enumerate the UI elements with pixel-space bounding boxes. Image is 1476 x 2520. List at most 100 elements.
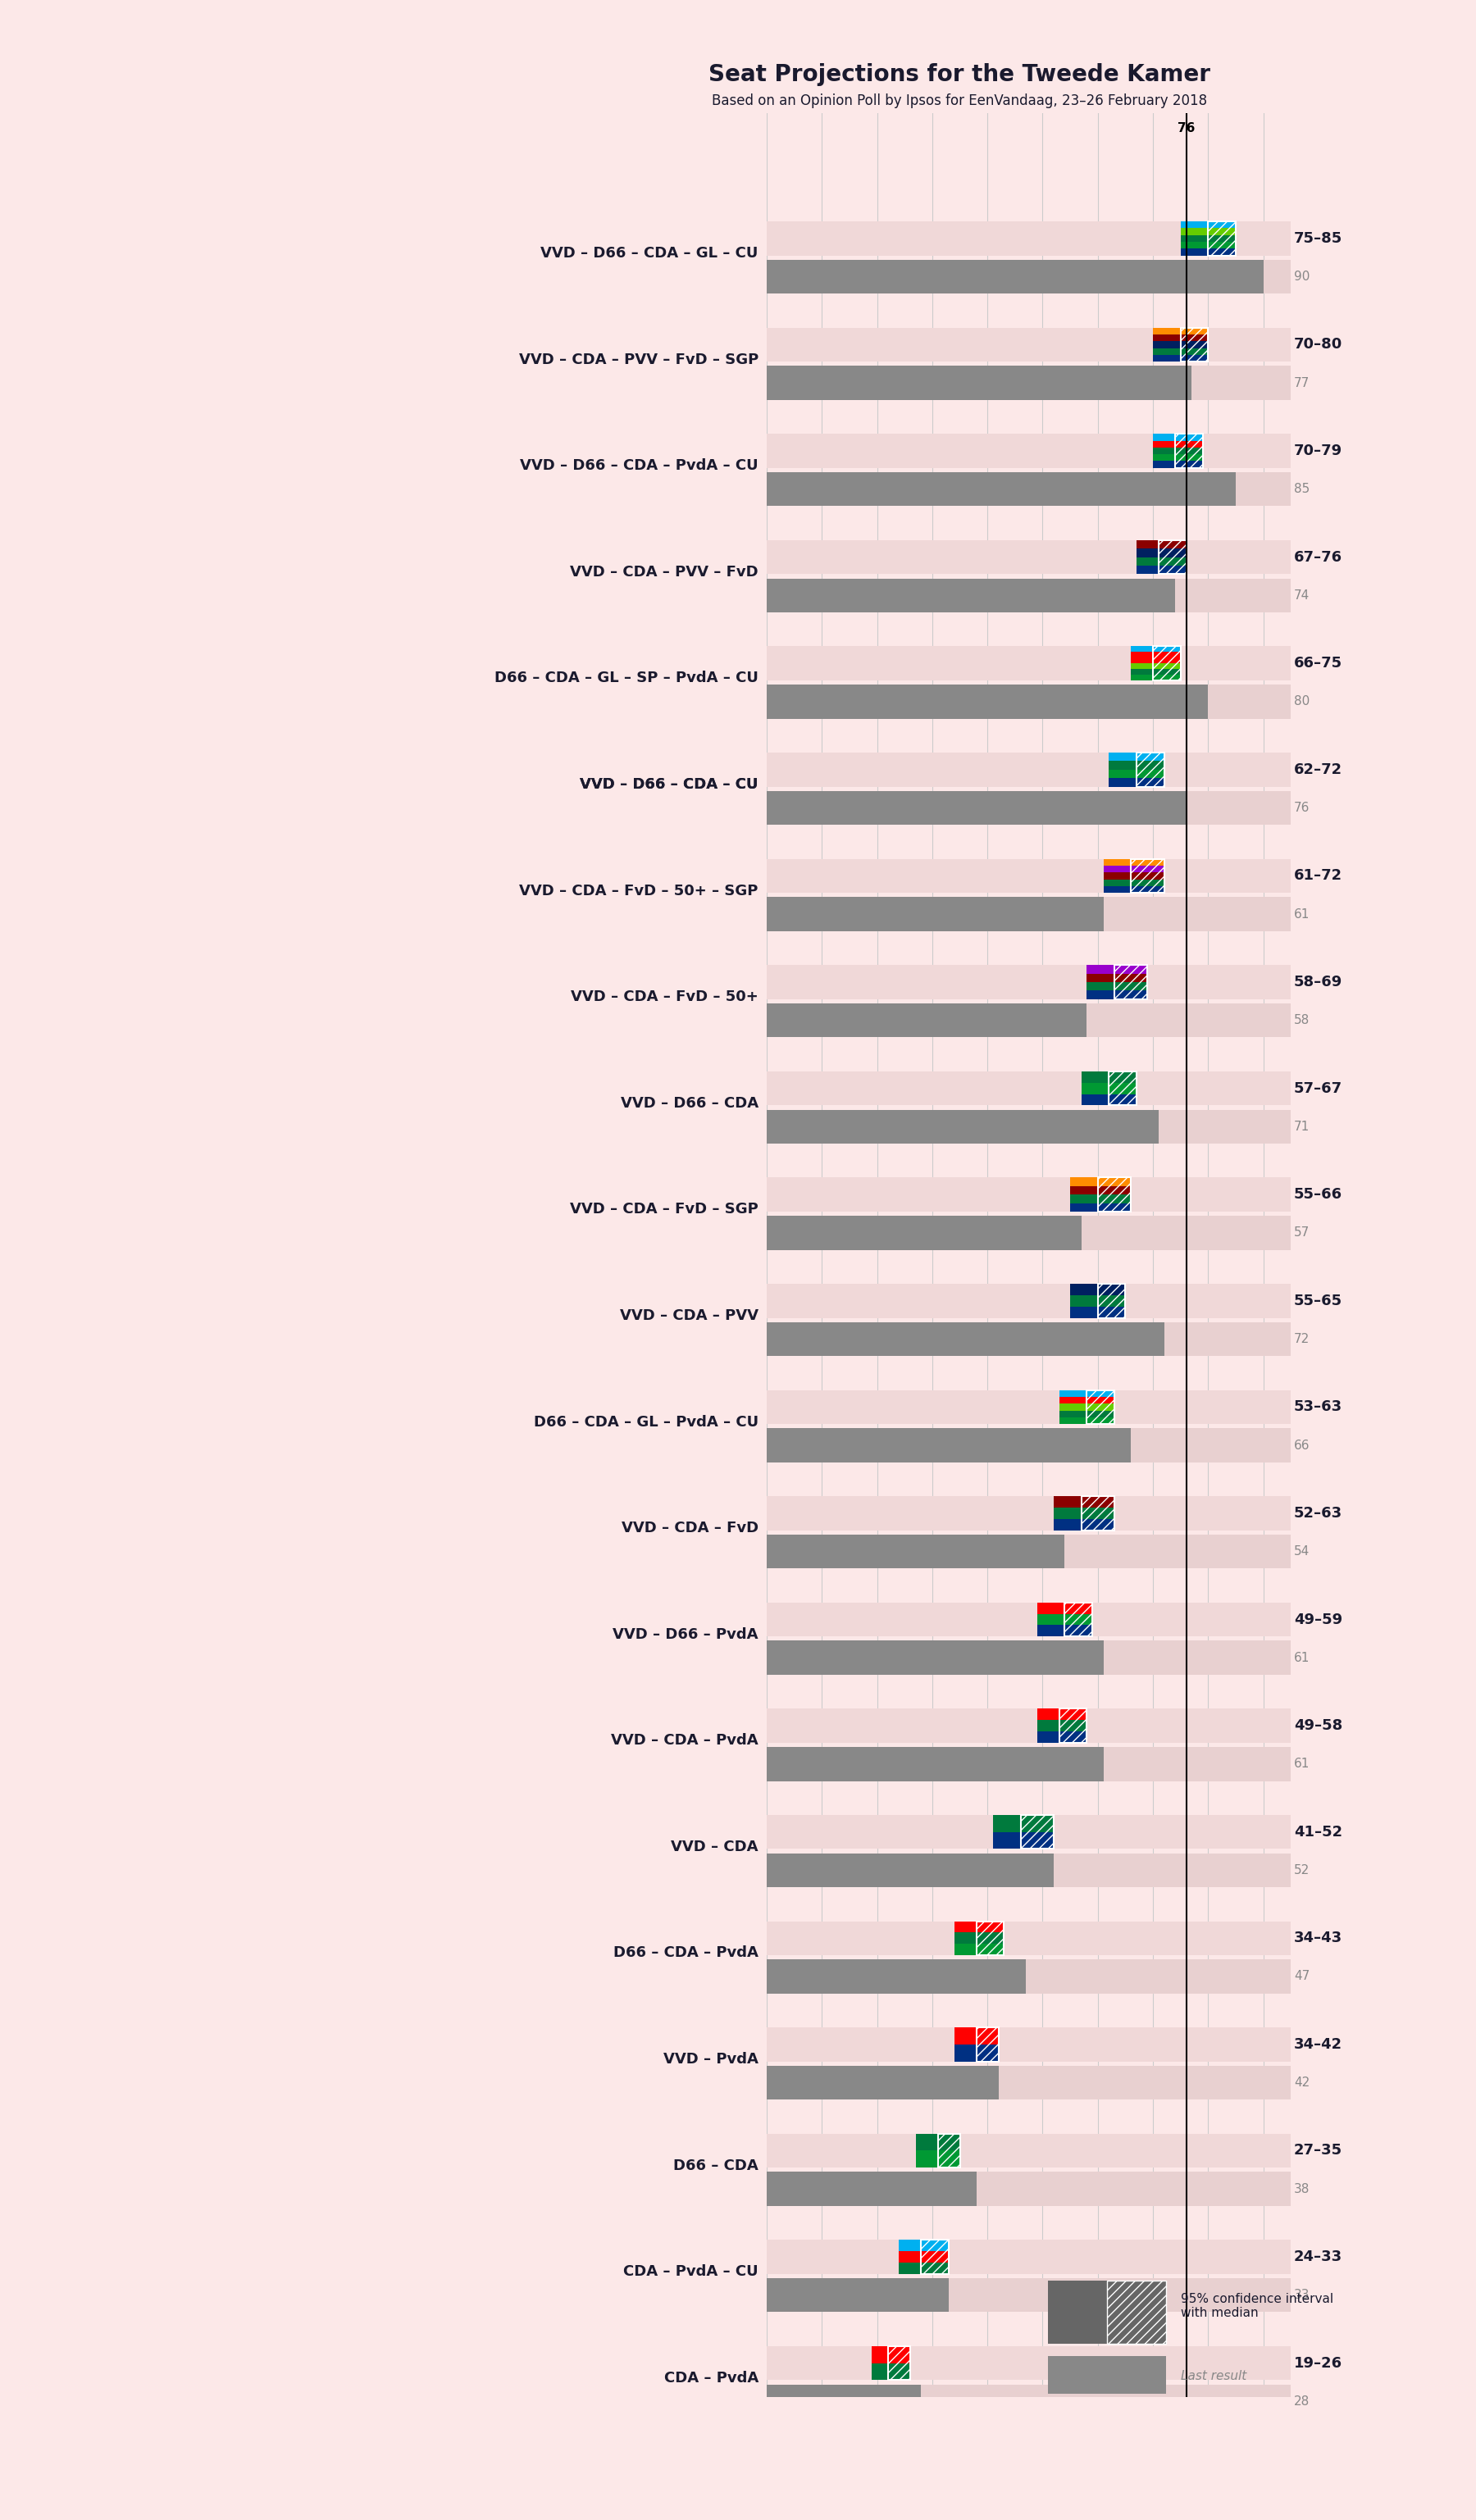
Bar [1131, 663, 1181, 668]
Text: VVD – CDA: VVD – CDA [672, 1840, 759, 1855]
Bar [1020, 1814, 1054, 1850]
Text: 52–63: 52–63 [1294, 1507, 1342, 1520]
Bar [1175, 433, 1203, 469]
Bar [1064, 1613, 1092, 1625]
Text: 67–76: 67–76 [1294, 549, 1342, 564]
Bar [766, 1535, 1064, 1567]
Text: VVD – D66 – CDA: VVD – D66 – CDA [620, 1096, 759, 1111]
Bar [766, 2346, 1292, 2381]
Bar [766, 1391, 1292, 1424]
Bar [766, 2066, 1292, 2099]
Text: 58: 58 [1294, 1013, 1309, 1026]
Bar [1070, 1177, 1131, 1187]
Bar [899, 2263, 949, 2273]
Bar [1108, 753, 1165, 761]
Bar [1064, 1603, 1092, 1613]
Bar [1060, 1411, 1114, 1416]
Text: 61: 61 [1294, 1759, 1309, 1769]
Bar [1082, 1071, 1137, 1084]
Bar [1098, 1177, 1131, 1187]
Text: 85: 85 [1294, 484, 1309, 496]
Bar [1153, 441, 1203, 449]
Bar [1131, 887, 1165, 892]
Bar [766, 2172, 1292, 2205]
Bar [1104, 879, 1165, 887]
Bar [1131, 879, 1165, 887]
Bar [1038, 1731, 1086, 1744]
Bar [889, 2364, 911, 2381]
Bar [993, 1814, 1054, 1832]
Bar [1209, 242, 1235, 249]
Bar [766, 1109, 1292, 1144]
Bar [766, 753, 1292, 786]
Bar [1108, 1071, 1137, 1084]
Bar [1131, 859, 1165, 892]
Bar [766, 2384, 921, 2419]
Bar [766, 1746, 1292, 1782]
Bar [1131, 658, 1181, 663]
Bar [977, 2029, 998, 2061]
Bar [766, 365, 1292, 401]
Text: VVD – D66 – CDA – GL – CU: VVD – D66 – CDA – GL – CU [540, 247, 759, 260]
Text: 57–67: 57–67 [1294, 1081, 1342, 1096]
Bar [1209, 249, 1235, 255]
Bar [871, 2346, 911, 2364]
Bar [1137, 769, 1165, 779]
Bar [766, 2134, 1292, 2167]
Bar [937, 2150, 959, 2167]
Text: 55–65: 55–65 [1294, 1293, 1342, 1308]
Bar [1060, 1416, 1114, 1424]
Text: VVD – D66 – PvdA: VVD – D66 – PvdA [613, 1628, 759, 1641]
Text: 38: 38 [1294, 2182, 1309, 2195]
Bar [1181, 355, 1209, 363]
Text: VVD – D66 – CDA – CU: VVD – D66 – CDA – CU [580, 776, 759, 791]
Bar [1137, 539, 1187, 549]
Bar [1137, 557, 1187, 564]
Bar [1181, 328, 1209, 363]
Text: Last result: Last result [1181, 2371, 1247, 2381]
Text: 53–63: 53–63 [1294, 1399, 1342, 1414]
Text: 52: 52 [1294, 1865, 1309, 1877]
Bar [766, 1215, 1082, 1250]
Bar [1086, 1411, 1114, 1416]
Bar [1082, 1497, 1114, 1530]
Bar [1086, 1391, 1114, 1396]
Bar [1209, 222, 1235, 229]
Text: 34–43: 34–43 [1294, 1930, 1342, 1945]
Bar [766, 222, 1292, 255]
Text: VVD – CDA – PVV – FvD: VVD – CDA – PVV – FvD [570, 564, 759, 580]
Bar [1153, 461, 1203, 469]
Bar [766, 471, 1292, 507]
Text: 62–72: 62–72 [1294, 761, 1342, 776]
Text: 66: 66 [1294, 1439, 1309, 1452]
Bar [889, 2346, 911, 2364]
Bar [766, 1920, 1292, 1956]
Bar [766, 260, 1292, 295]
Bar [1181, 234, 1235, 242]
Text: 77: 77 [1294, 378, 1309, 388]
Bar [1104, 867, 1165, 872]
Bar [1060, 1709, 1086, 1744]
Bar [1175, 441, 1203, 449]
Bar [1159, 557, 1187, 564]
Bar [1104, 872, 1165, 879]
Text: D66 – CDA – GL – PvdA – CU: D66 – CDA – GL – PvdA – CU [533, 1414, 759, 1429]
Bar [993, 1832, 1054, 1850]
Text: VVD – CDA – FvD – 50+: VVD – CDA – FvD – 50+ [571, 990, 759, 1005]
Bar [1098, 1202, 1131, 1212]
Bar [1054, 1507, 1114, 1520]
Bar [1181, 222, 1235, 229]
Text: 55–66: 55–66 [1294, 1187, 1342, 1202]
Bar [766, 1852, 1292, 1887]
Text: 19–26: 19–26 [1294, 2356, 1342, 2371]
Bar [1098, 1305, 1125, 1318]
Bar [1153, 454, 1203, 461]
Bar [955, 2029, 998, 2044]
Bar [921, 2250, 949, 2263]
Bar [766, 471, 1235, 507]
Bar [766, 1323, 1292, 1356]
Bar [1137, 564, 1187, 575]
Bar [1131, 675, 1181, 680]
Bar [1020, 1814, 1054, 1832]
Bar [1054, 1520, 1114, 1530]
